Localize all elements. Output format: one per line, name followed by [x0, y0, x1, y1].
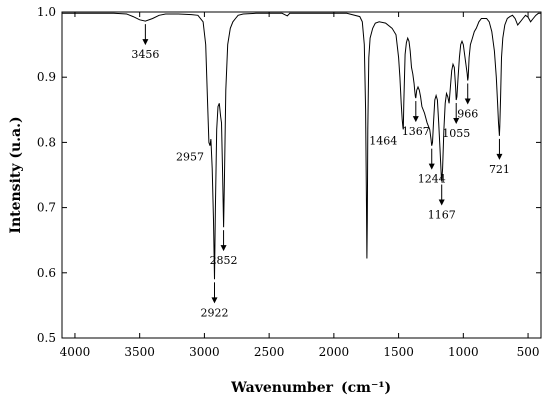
y-tick-label: 0.5 [37, 331, 56, 345]
y-axis-title: Intensity (u.a.) [8, 116, 24, 233]
x-tick-label: 500 [517, 345, 540, 359]
x-tick-label: 1000 [448, 345, 479, 359]
peak-arrow-head [412, 116, 419, 123]
peak-arrow-head [453, 118, 460, 125]
peak-label: 1055 [442, 127, 470, 140]
x-tick-label: 4000 [60, 345, 91, 359]
x-axis-title: Wavenumber [230, 380, 333, 396]
peak-label: 966 [457, 107, 478, 120]
peak-arrow-head [496, 153, 503, 160]
peak-label: 721 [489, 163, 510, 176]
peak-annotation: 2852 [210, 230, 238, 267]
x-tick-label: 3500 [124, 345, 155, 359]
peak-label: 2957 [176, 151, 204, 164]
y-tick-label: 0.7 [37, 201, 56, 215]
peak-annotation: 1244 [418, 148, 446, 186]
x-tick-label: 3000 [189, 345, 220, 359]
peak-arrow-head [142, 39, 149, 46]
peak-annotation: 721 [489, 138, 510, 176]
peak-label: 1167 [428, 209, 456, 222]
y-tick-label: 1.0 [37, 5, 56, 19]
peak-arrow-head [464, 98, 471, 105]
peak-label: 1464 [369, 134, 397, 147]
peak-label: 2922 [201, 306, 229, 319]
peak-label: 3456 [131, 48, 159, 61]
y-tick-label: 0.8 [37, 135, 56, 149]
spectrum-line [62, 12, 541, 280]
peak-label: 2852 [210, 254, 238, 267]
y-tick-label: 0.9 [37, 70, 56, 84]
peak-label: 1244 [418, 173, 446, 186]
peak-annotation: 1464 [369, 134, 397, 147]
peak-annotations: 3456 2957 2922 2852 1464 1367 1244 1167 1055 966 7… [131, 24, 510, 319]
plot-area [61, 11, 542, 339]
peak-annotation: 1367 [402, 101, 430, 138]
peak-annotation: 2957 [176, 151, 204, 164]
peak-arrow-head [438, 199, 445, 206]
peak-arrow-head [211, 297, 218, 304]
peak-annotation: 1167 [428, 184, 456, 222]
x-tick-label: 2500 [254, 345, 285, 359]
x-tick-label: 2000 [319, 345, 350, 359]
x-tick-label: 1500 [383, 345, 414, 359]
peak-annotation: 3456 [131, 24, 159, 61]
peak-annotation: 2922 [201, 282, 229, 319]
peak-label: 1367 [402, 125, 430, 138]
x-axis-unit: (cm⁻¹) [341, 380, 391, 396]
y-tick-label: 0.6 [37, 266, 56, 280]
peak-annotation: 1055 [442, 103, 470, 140]
peak-arrow-head [428, 163, 435, 170]
peak-annotation: 966 [457, 83, 478, 120]
y-axis-ticks: 0.5 0.6 0.7 0.8 0.9 1.0 [37, 5, 541, 345]
x-axis-ticks: 4000 3500 3000 2500 2000 1500 1000 500 [60, 12, 540, 359]
plot-frame [61, 11, 542, 339]
peak-arrow-head [220, 245, 227, 252]
